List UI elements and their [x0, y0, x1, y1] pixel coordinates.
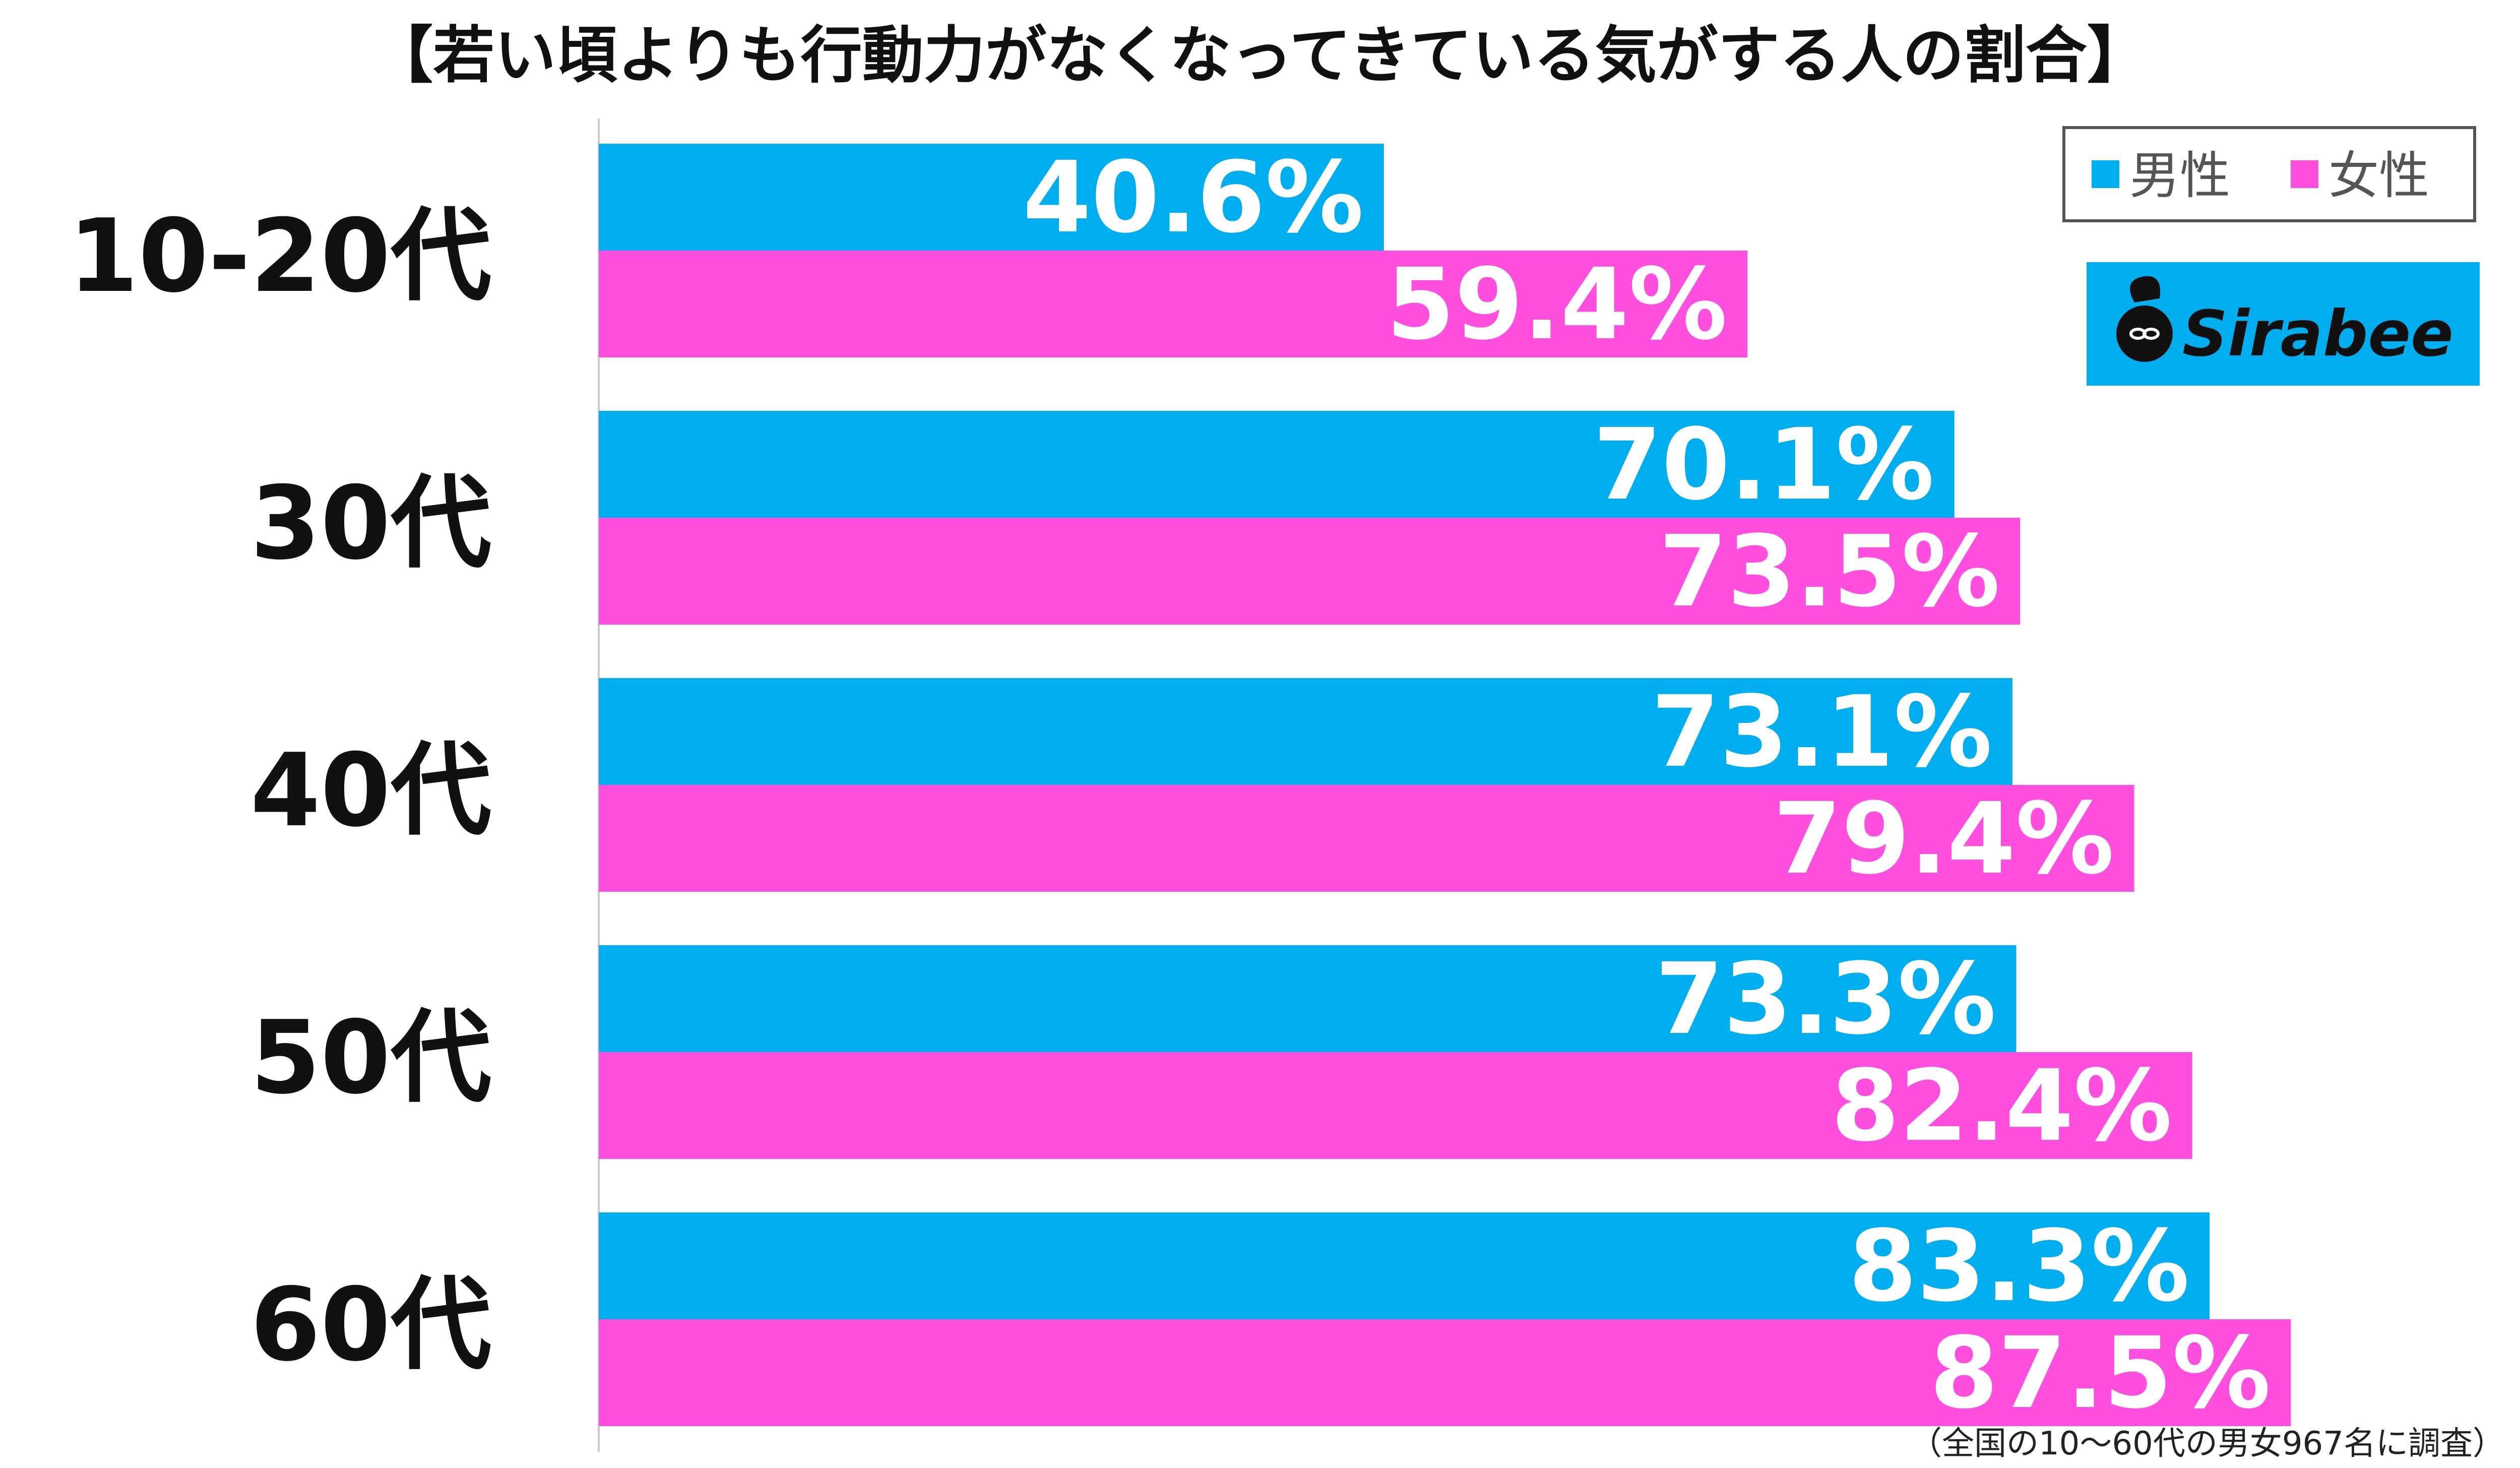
data-label: 83.3% — [1849, 1209, 2190, 1323]
data-label: 59.4% — [1387, 247, 1728, 361]
survey-note: （全国の10～60代の男女967名に調査） — [1910, 1425, 2505, 1462]
legend: 男性 女性 — [2062, 126, 2476, 222]
bar — [599, 144, 1384, 251]
bar — [599, 678, 2012, 785]
sirabee-mark-icon — [2116, 276, 2173, 362]
logo-wordmark: Sirabee — [2182, 297, 2453, 371]
legend-label-female: 女性 — [2328, 146, 2429, 205]
legend-swatch-female — [2291, 160, 2318, 188]
sirabee-logo: Sirabee — [2087, 262, 2480, 386]
category-label: 10-20代 — [68, 198, 491, 315]
bar — [599, 945, 2017, 1052]
data-label: 73.5% — [1659, 514, 2000, 629]
category-label: 60代 — [250, 1266, 491, 1384]
value-labels-layer: 40.6%59.4% 70.1%73.5% 73.1%79.4% 73.3%82.4%… — [1023, 140, 2271, 1430]
legend-frame — [2062, 126, 2476, 222]
legend-label-male: 男性 — [2129, 146, 2230, 205]
bar — [599, 1052, 2192, 1159]
data-label: 82.4% — [1831, 1049, 2172, 1163]
bar — [599, 1212, 2210, 1319]
bars-layer — [599, 144, 2291, 1426]
data-label: 73.3% — [1655, 942, 1996, 1056]
data-label: 40.6% — [1023, 140, 1364, 255]
chart-title: 【若い頃よりも行動力がなくなってきている気がする人の割合】 — [371, 20, 2149, 91]
data-label: 87.5% — [1930, 1316, 2271, 1430]
category-label: 40代 — [250, 732, 491, 849]
bar — [599, 785, 2134, 892]
bar — [599, 1319, 2291, 1426]
legend-swatch-male — [2092, 160, 2119, 188]
category-label: 50代 — [250, 999, 491, 1117]
category-labels-layer: 10-20代 30代 40代 50代 60代 — [68, 198, 491, 1384]
bar — [599, 251, 1748, 357]
category-label: 30代 — [250, 465, 491, 582]
data-label: 79.4% — [1773, 781, 2114, 896]
bar — [599, 518, 2021, 625]
data-label: 70.1% — [1593, 407, 1934, 522]
data-label: 73.1% — [1651, 675, 1992, 789]
bar — [599, 411, 1955, 518]
